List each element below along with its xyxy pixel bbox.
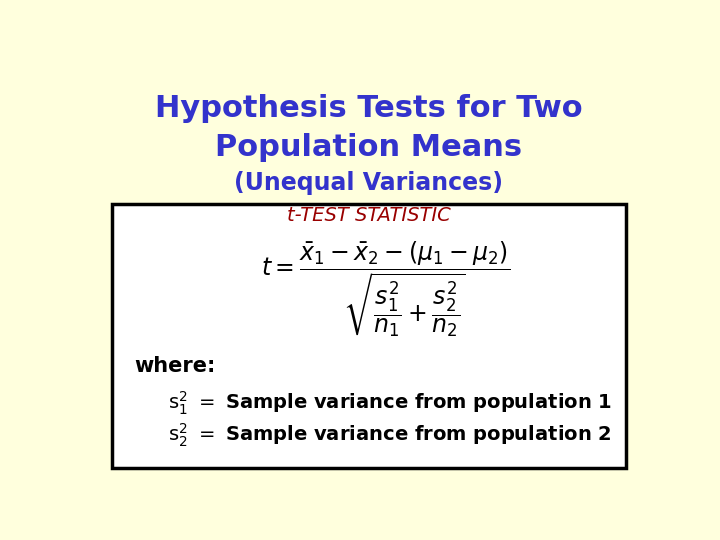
Text: where:: where: <box>135 356 216 376</box>
Text: Population Means: Population Means <box>215 133 523 163</box>
Text: Hypothesis Tests for Two: Hypothesis Tests for Two <box>156 94 582 123</box>
FancyBboxPatch shape <box>112 204 626 468</box>
Text: $t = \dfrac{\bar{x}_1 - \bar{x}_2 - (\mu_1 - \mu_2)}{\sqrt{\dfrac{s_1^2}{n_1} + : $t = \dfrac{\bar{x}_1 - \bar{x}_2 - (\mu… <box>261 239 510 339</box>
Text: (Unequal Variances): (Unequal Variances) <box>235 171 503 195</box>
Text: $\mathrm{s}_1^2$ $=$ Sample variance from population 1: $\mathrm{s}_1^2$ $=$ Sample variance fro… <box>168 390 612 417</box>
Text: t-TEST STATISTIC: t-TEST STATISTIC <box>287 206 451 225</box>
Text: $\mathrm{s}_2^2$ $=$ Sample variance from population 2: $\mathrm{s}_2^2$ $=$ Sample variance fro… <box>168 422 612 449</box>
